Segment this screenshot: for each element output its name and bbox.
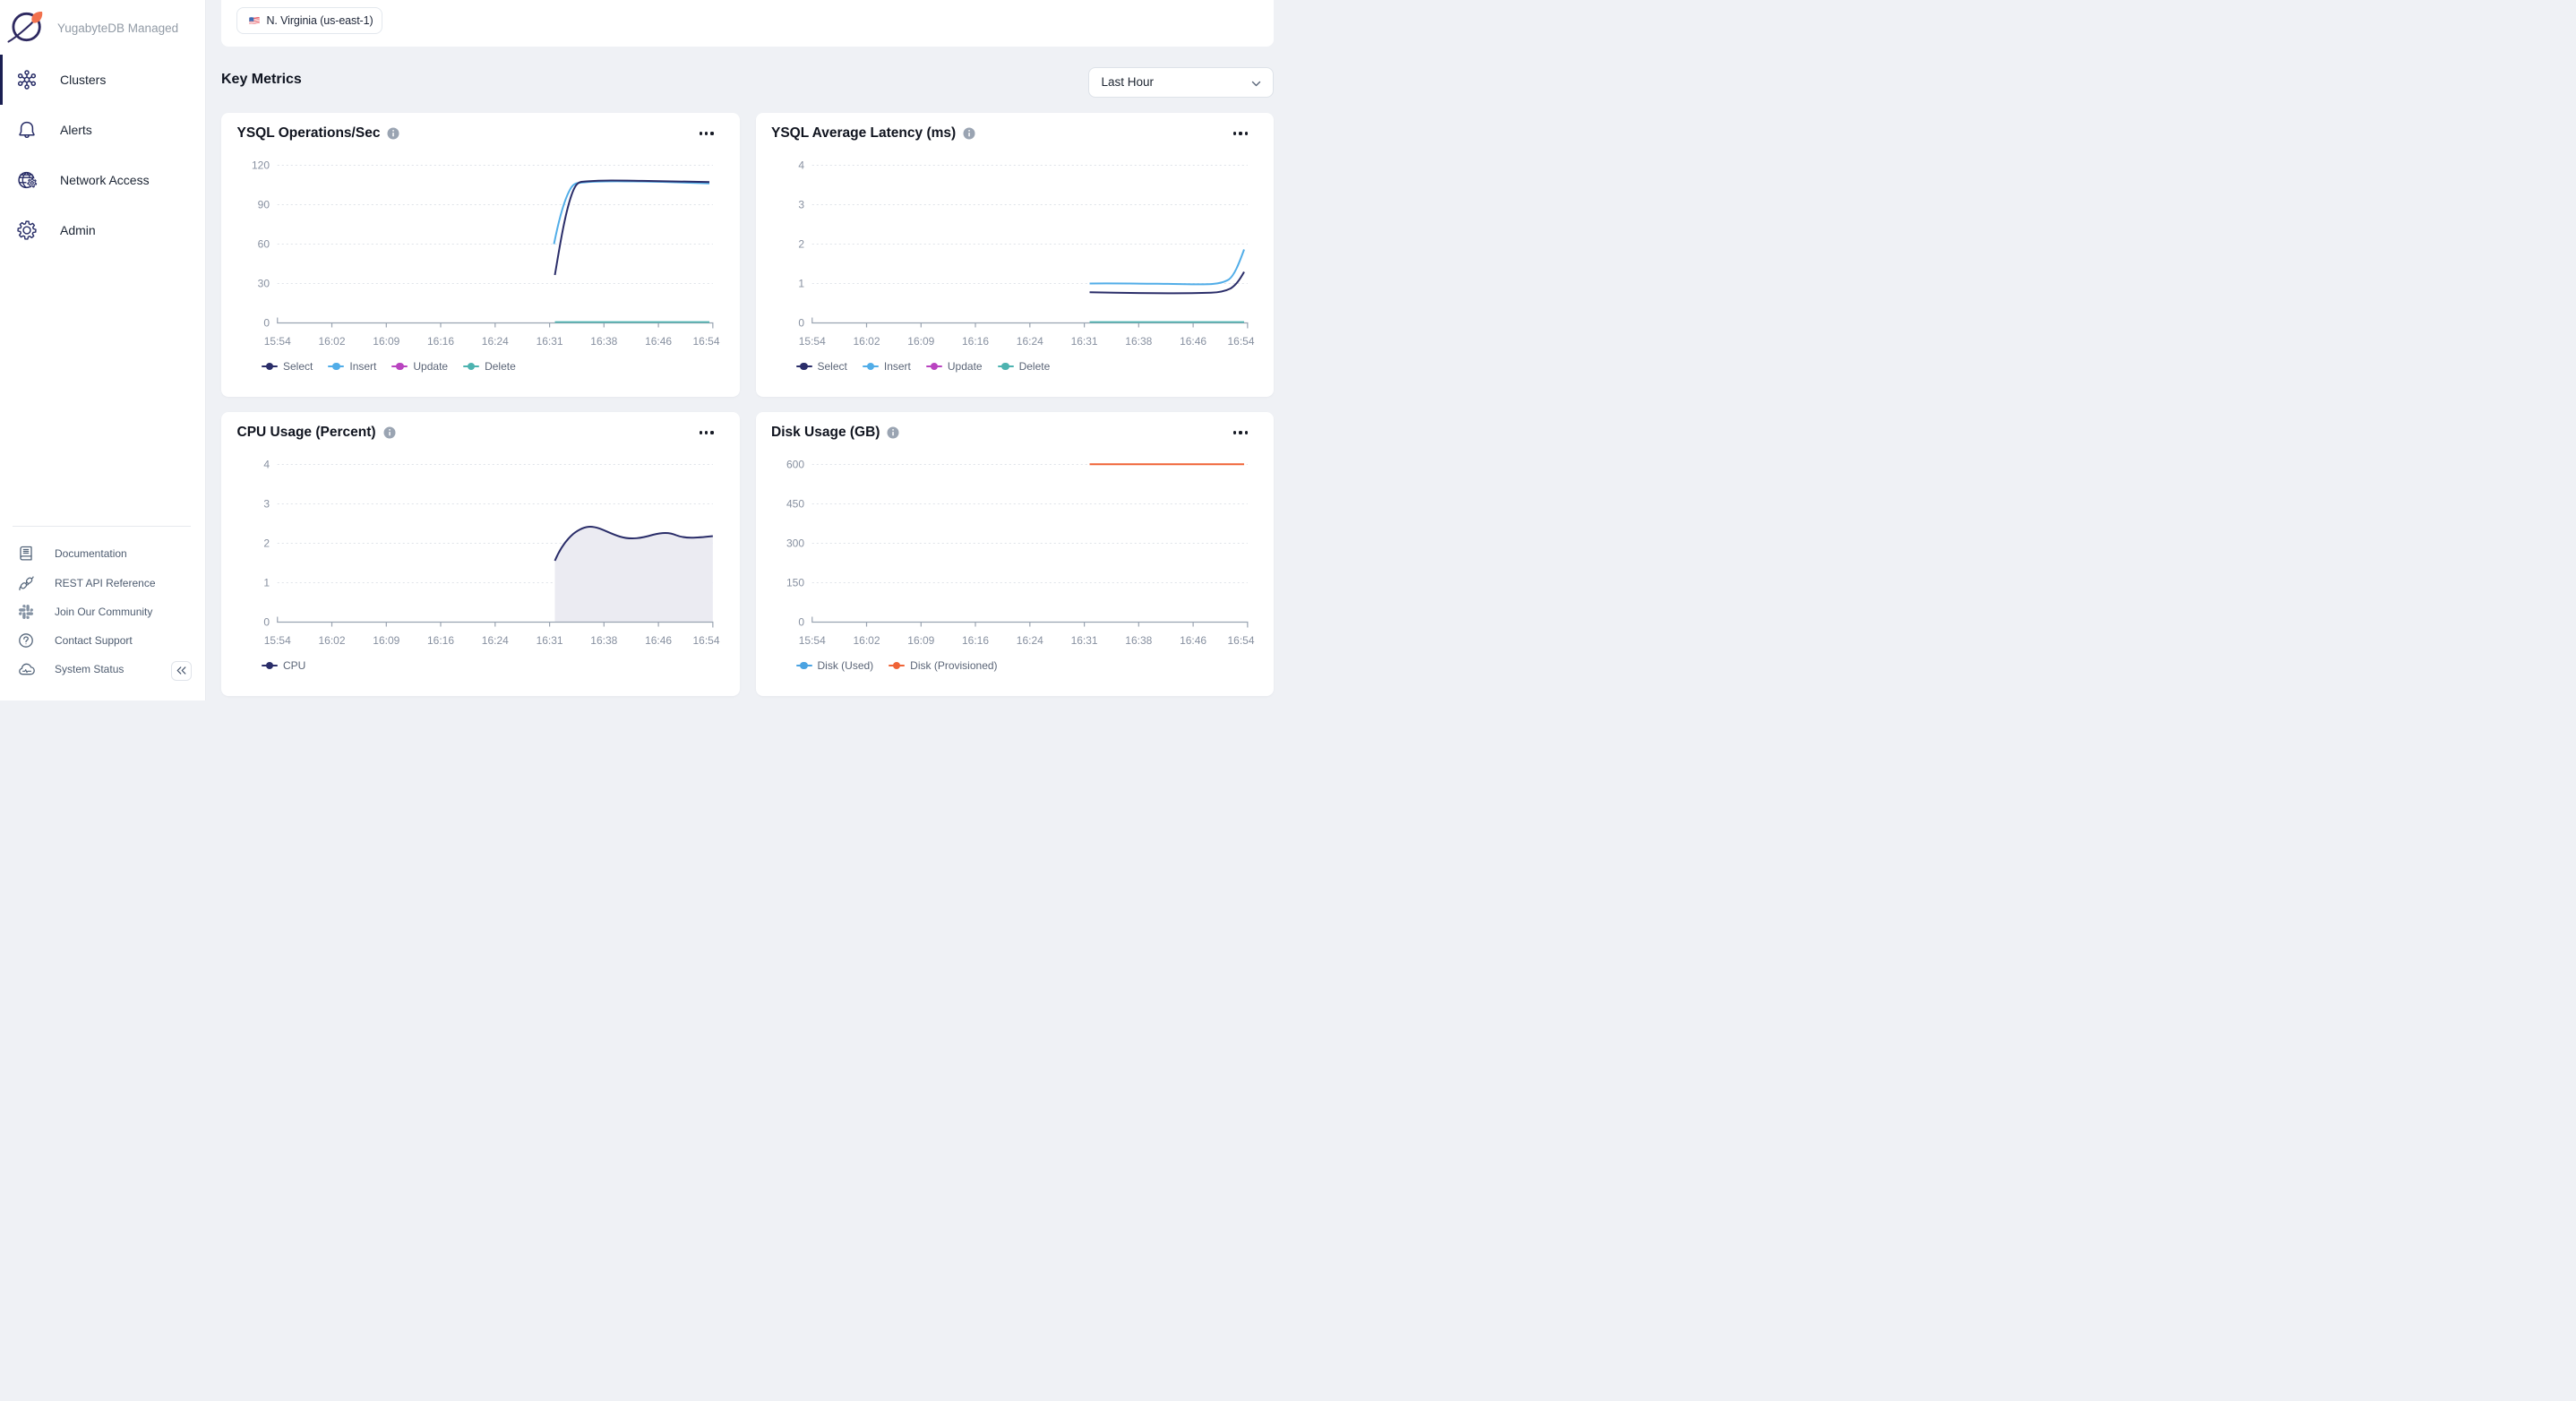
svg-text:0: 0 <box>263 316 270 329</box>
svg-text:16:09: 16:09 <box>373 335 399 348</box>
svg-text:16:02: 16:02 <box>318 335 345 348</box>
svg-text:16:38: 16:38 <box>590 335 617 348</box>
svg-text:16:24: 16:24 <box>482 335 509 348</box>
svg-text:15:54: 15:54 <box>798 634 825 647</box>
svg-text:16:16: 16:16 <box>961 634 988 647</box>
svg-text:16:24: 16:24 <box>1016 634 1043 647</box>
svg-text:16:46: 16:46 <box>1180 335 1206 348</box>
svg-text:16:54: 16:54 <box>1227 634 1254 647</box>
svg-text:16:02: 16:02 <box>318 634 345 647</box>
svg-text:16:09: 16:09 <box>373 634 399 647</box>
svg-text:3: 3 <box>798 198 804 211</box>
svg-text:15:54: 15:54 <box>798 335 825 348</box>
svg-text:1: 1 <box>263 576 270 589</box>
svg-text:16:24: 16:24 <box>1016 335 1043 348</box>
svg-text:16:38: 16:38 <box>1125 335 1152 348</box>
svg-text:16:24: 16:24 <box>482 634 509 647</box>
svg-text:16:16: 16:16 <box>427 634 454 647</box>
svg-text:16:16: 16:16 <box>427 335 454 348</box>
svg-text:16:31: 16:31 <box>537 335 563 348</box>
svg-text:16:31: 16:31 <box>1070 335 1097 348</box>
svg-text:16:46: 16:46 <box>1180 634 1206 647</box>
svg-text:0: 0 <box>798 316 804 329</box>
svg-text:16:31: 16:31 <box>537 634 563 647</box>
svg-text:16:16: 16:16 <box>961 335 988 348</box>
svg-text:2: 2 <box>798 237 804 250</box>
svg-text:300: 300 <box>786 537 803 549</box>
svg-text:120: 120 <box>252 159 270 171</box>
svg-text:4: 4 <box>263 458 270 470</box>
svg-text:450: 450 <box>786 497 803 510</box>
svg-text:16:46: 16:46 <box>645 634 672 647</box>
svg-text:16:54: 16:54 <box>692 335 719 348</box>
svg-text:16:54: 16:54 <box>1227 335 1254 348</box>
svg-text:16:02: 16:02 <box>853 335 880 348</box>
svg-text:16:09: 16:09 <box>907 335 934 348</box>
svg-text:600: 600 <box>786 458 803 470</box>
svg-text:150: 150 <box>786 576 803 589</box>
svg-text:0: 0 <box>263 615 270 628</box>
svg-text:1: 1 <box>798 277 804 289</box>
svg-text:4: 4 <box>798 159 804 171</box>
svg-text:16:31: 16:31 <box>1070 634 1097 647</box>
svg-text:16:02: 16:02 <box>853 634 880 647</box>
svg-text:16:38: 16:38 <box>590 634 617 647</box>
svg-text:3: 3 <box>263 497 270 510</box>
svg-text:16:54: 16:54 <box>692 634 719 647</box>
svg-text:2: 2 <box>263 537 270 549</box>
svg-text:90: 90 <box>258 198 270 211</box>
svg-text:30: 30 <box>258 277 270 289</box>
svg-text:15:54: 15:54 <box>264 335 291 348</box>
svg-text:60: 60 <box>258 237 270 250</box>
svg-text:0: 0 <box>798 615 804 628</box>
svg-text:15:54: 15:54 <box>264 634 291 647</box>
svg-text:16:38: 16:38 <box>1125 634 1152 647</box>
svg-text:16:09: 16:09 <box>907 634 934 647</box>
svg-text:16:46: 16:46 <box>645 335 672 348</box>
